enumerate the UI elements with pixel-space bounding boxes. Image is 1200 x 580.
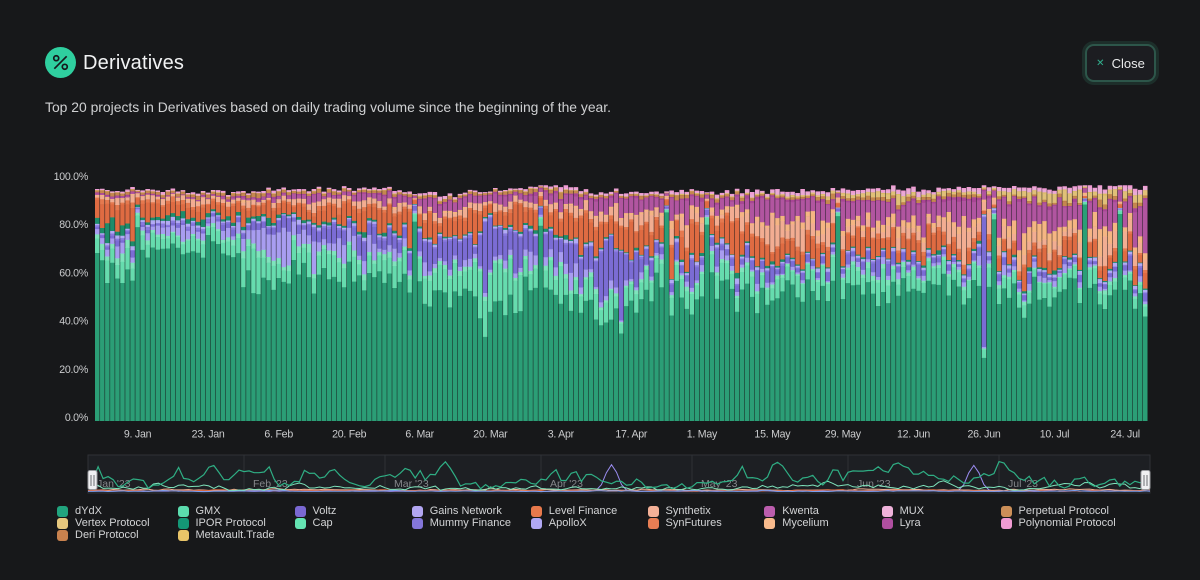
svg-text:1. May: 1. May xyxy=(687,429,718,441)
svg-text:Jun '23: Jun '23 xyxy=(857,478,891,490)
svg-text:20. Mar: 20. Mar xyxy=(473,429,508,441)
svg-text:10. Jul: 10. Jul xyxy=(1040,429,1069,441)
svg-text:3. Apr: 3. Apr xyxy=(548,429,575,441)
svg-text:6. Mar: 6. Mar xyxy=(405,429,434,441)
svg-text:9. Jan: 9. Jan xyxy=(124,429,152,441)
svg-text:20. Feb: 20. Feb xyxy=(332,429,367,441)
svg-text:12. Jun: 12. Jun xyxy=(897,429,930,441)
svg-text:0.0%: 0.0% xyxy=(65,412,89,424)
svg-text:24. Jul: 24. Jul xyxy=(1110,429,1139,441)
svg-text:15. May: 15. May xyxy=(754,429,791,441)
svg-text:Jul '23: Jul '23 xyxy=(1008,478,1038,490)
svg-text:40.0%: 40.0% xyxy=(59,316,89,328)
svg-text:29. May: 29. May xyxy=(825,429,862,441)
svg-text:17. Apr: 17. Apr xyxy=(615,429,648,441)
svg-text:80.0%: 80.0% xyxy=(59,219,89,231)
svg-text:20.0%: 20.0% xyxy=(59,364,89,376)
svg-text:23. Jan: 23. Jan xyxy=(192,429,225,441)
svg-text:100.0%: 100.0% xyxy=(54,171,89,183)
svg-text:60.0%: 60.0% xyxy=(59,267,89,279)
svg-text:6. Feb: 6. Feb xyxy=(264,429,293,441)
svg-text:Feb '23: Feb '23 xyxy=(253,478,288,490)
svg-text:26. Jun: 26. Jun xyxy=(967,429,1000,441)
